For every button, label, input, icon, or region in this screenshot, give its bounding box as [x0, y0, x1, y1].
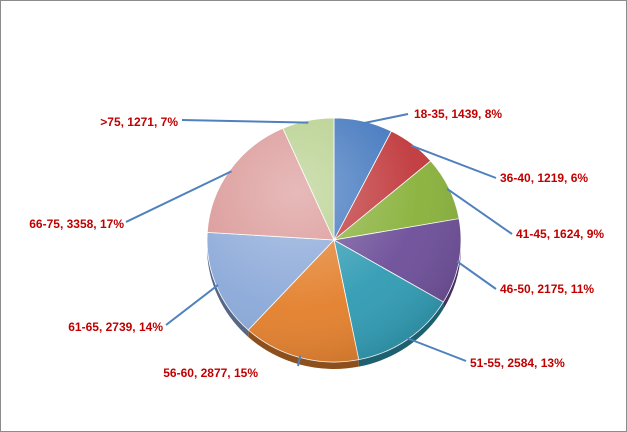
leader-line-51-55	[405, 336, 467, 362]
pie-slices	[206, 117, 462, 363]
leader-line-56-60	[297, 355, 302, 367]
leader-lines	[125, 113, 513, 367]
leader-line-66-75	[125, 170, 232, 223]
leader-line-36-40	[411, 144, 497, 179]
leader-line-over-75	[181, 119, 309, 124]
data-label-41-45: 41-45, 1624, 9%	[516, 227, 604, 241]
leader-line-61-65	[165, 284, 219, 326]
data-label-46-50: 46-50, 2175, 11%	[500, 282, 594, 296]
leader-line-18-35	[362, 113, 409, 125]
data-labels: 18-35, 1439, 8% 36-40, 1219, 6% 41-45, 162…	[29, 107, 604, 380]
data-label-18-35: 18-35, 1439, 8%	[414, 107, 502, 121]
data-label-66-75: 66-75, 3358, 17%	[29, 217, 124, 231]
leader-line-46-50	[456, 260, 497, 290]
data-label-over-75: >75, 1271, 7%	[100, 115, 178, 129]
data-label-61-65: 61-65, 2739, 14%	[68, 320, 163, 334]
data-label-36-40: 36-40, 1219, 6%	[500, 171, 588, 185]
leader-line-41-45	[446, 188, 513, 235]
data-label-56-60: 56-60, 2877, 15%	[163, 366, 258, 380]
data-label-51-55: 51-55, 2584, 13%	[470, 356, 565, 370]
